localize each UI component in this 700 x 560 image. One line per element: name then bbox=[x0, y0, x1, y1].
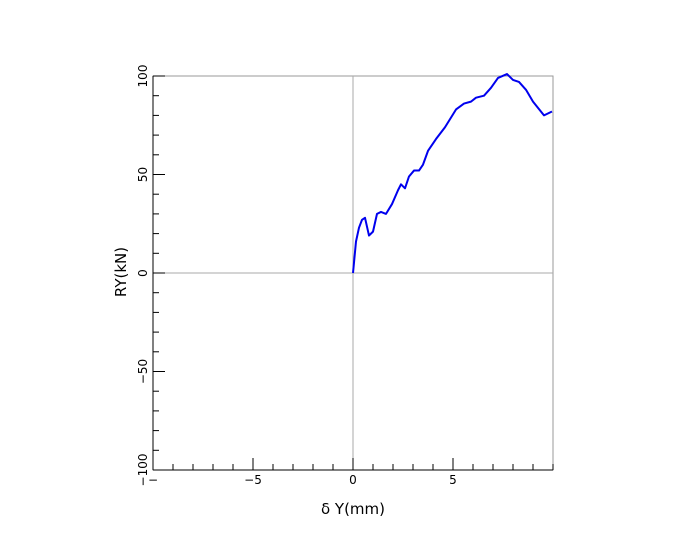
y-tick-label: 100 bbox=[136, 65, 150, 88]
y-tick-label: 0 bbox=[136, 269, 150, 277]
y-tick-label: −100 bbox=[136, 454, 150, 487]
data-line bbox=[352, 73, 553, 274]
x-tick-label: −5 bbox=[244, 473, 262, 487]
x-axis-label: δ Y(mm) bbox=[321, 500, 385, 518]
x-tick-label: 5 bbox=[449, 473, 457, 487]
x-tick-label: − bbox=[148, 473, 158, 487]
y-tick-label: −50 bbox=[136, 359, 150, 384]
y-axis-label: RY(kN) bbox=[112, 247, 130, 297]
x-tick-label: 0 bbox=[349, 473, 357, 487]
y-tick-label: 50 bbox=[136, 167, 150, 182]
